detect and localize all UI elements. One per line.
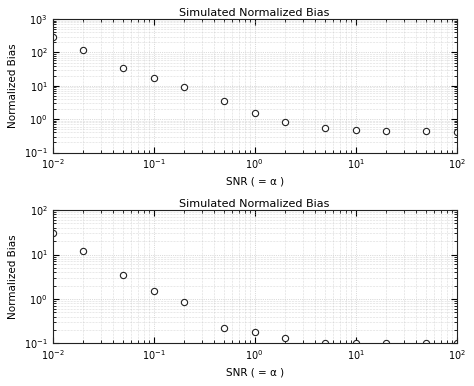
Title: Simulated Normalized Bias: Simulated Normalized Bias — [180, 199, 330, 209]
Y-axis label: Normalized Bias: Normalized Bias — [9, 234, 18, 319]
Title: Simulated Normalized Bias: Simulated Normalized Bias — [180, 8, 330, 18]
X-axis label: SNR ( = α ): SNR ( = α ) — [226, 177, 283, 187]
X-axis label: SNR ( = α ): SNR ( = α ) — [226, 368, 283, 378]
Y-axis label: Normalized Bias: Normalized Bias — [9, 44, 18, 128]
